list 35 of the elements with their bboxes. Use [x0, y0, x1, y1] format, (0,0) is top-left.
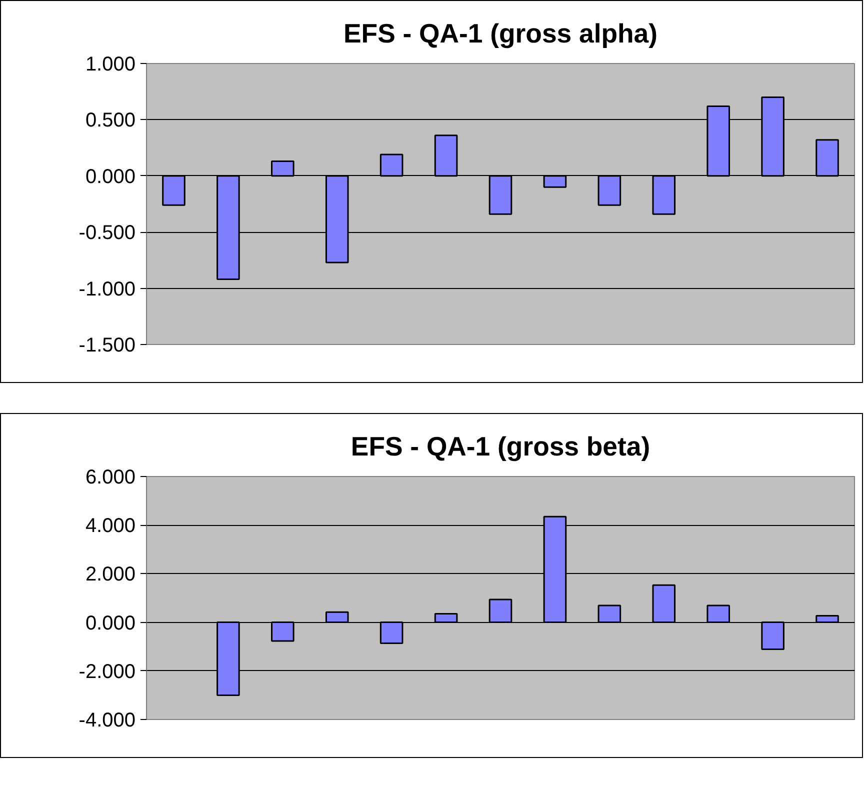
bar	[706, 604, 730, 624]
bar	[652, 584, 676, 624]
y-tick-label: 2.000	[85, 564, 136, 586]
y-tick-label: 0.000	[85, 612, 136, 634]
y-tick-label: -1.500	[78, 334, 136, 356]
y-tick-label: -2.000	[78, 660, 136, 683]
bar	[816, 139, 839, 177]
bar	[325, 611, 349, 624]
bar	[271, 622, 294, 642]
bar	[325, 175, 349, 264]
y-tick-label: -0.500	[78, 222, 136, 244]
bar	[216, 175, 240, 280]
y-tick-label: 0.000	[85, 166, 136, 188]
bar	[271, 160, 294, 177]
bar	[380, 622, 404, 644]
bar	[816, 614, 839, 624]
bar	[380, 154, 404, 177]
y-tick-label: 4.000	[85, 515, 136, 538]
bar	[598, 175, 622, 206]
bar	[162, 175, 186, 206]
chart-title: EFS - QA-1 (gross alpha)	[344, 18, 658, 48]
y-tick-label: 6.000	[85, 466, 136, 488]
bar	[652, 175, 676, 215]
bar	[434, 134, 458, 177]
chart-title: EFS - QA-1 (gross beta)	[350, 432, 650, 462]
bar	[434, 613, 458, 624]
bar	[761, 622, 784, 650]
y-tick-label: -4.000	[78, 710, 136, 732]
y-tick-label: 1.000	[85, 54, 136, 76]
y-tick-label: -1.000	[78, 278, 136, 300]
bar	[543, 175, 567, 188]
bar	[598, 604, 622, 624]
y-tick-label: 0.500	[85, 110, 136, 132]
bar	[488, 598, 512, 624]
bar	[488, 175, 512, 215]
